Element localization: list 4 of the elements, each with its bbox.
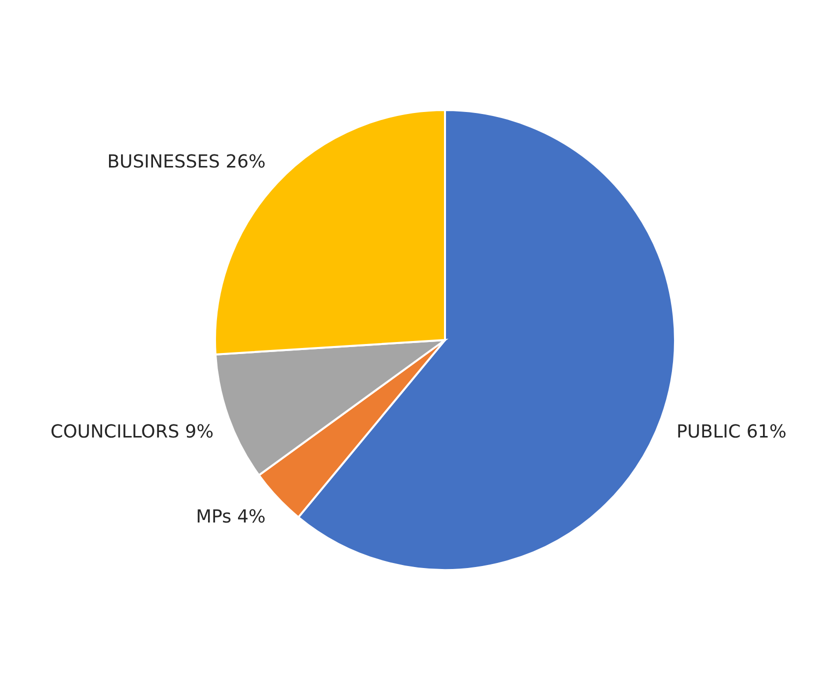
slice-label: COUNCILLORS 9% xyxy=(50,421,214,442)
slice-label: BUSINESSES 26% xyxy=(107,152,266,173)
slice-label: PUBLIC 61% xyxy=(676,421,786,442)
slice-label: MPs 4% xyxy=(196,506,266,528)
